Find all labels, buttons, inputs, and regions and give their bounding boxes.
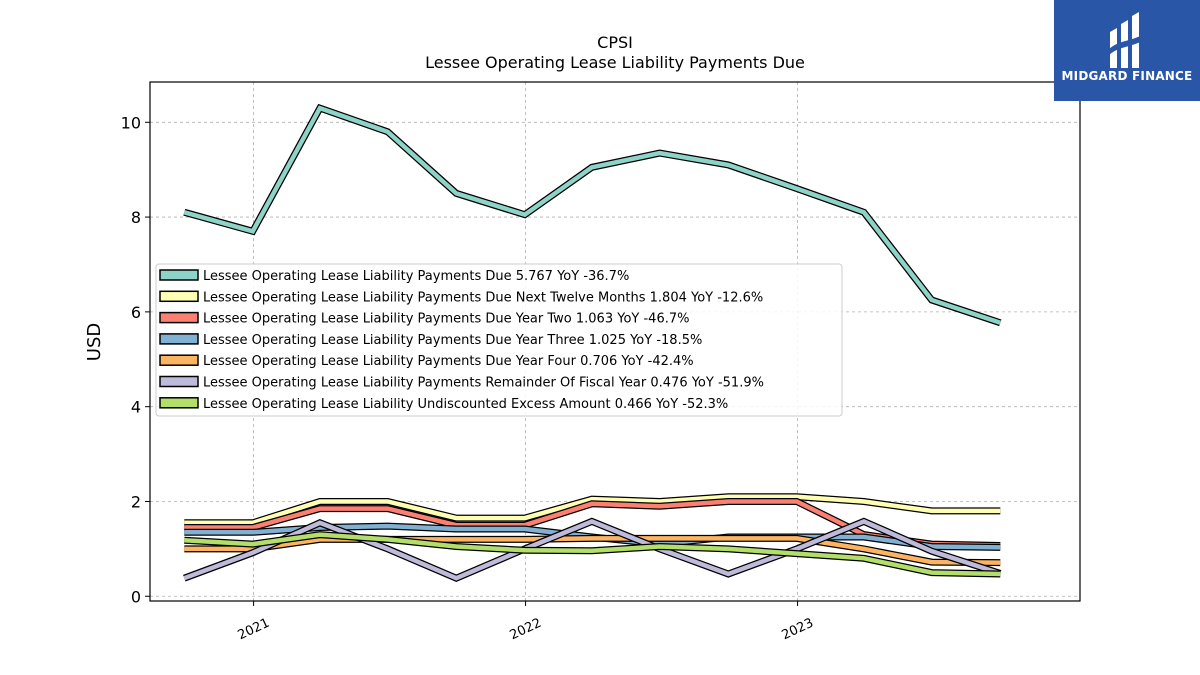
y-tick-label: 10 [121, 113, 141, 132]
legend-swatch [159, 311, 199, 324]
legend-box [155, 263, 843, 417]
company-logo: MIDGARD FINANCE [1054, 0, 1200, 101]
company-name: MIDGARD FINANCE [1061, 69, 1193, 83]
legend-entry: Lessee Operating Lease Liability Payment… [203, 269, 629, 284]
plot-frame [149, 81, 1081, 602]
y-tick-label: 4 [131, 398, 141, 417]
legend-swatch [159, 333, 199, 345]
midgard-finance-logo-icon [1108, 12, 1144, 68]
chart-title: CPSI [597, 33, 633, 52]
legend-entry: Lessee Operating Lease Liability Payment… [203, 376, 764, 391]
series-layer [183, 103, 1002, 583]
legend-swatch [159, 375, 199, 388]
series-line-1 [183, 105, 1002, 325]
legend-entry: Lessee Operating Lease Liability Payment… [203, 290, 763, 305]
x-tick-label: 2022 [508, 616, 544, 644]
legend-entry: Lessee Operating Lease Liability Undisco… [203, 397, 728, 412]
legend-entry: Lessee Operating Lease Liability Payment… [203, 354, 694, 369]
series-line-6 [183, 518, 1001, 581]
series-line-5 [184, 536, 1001, 565]
y-tick-label: 0 [131, 587, 141, 606]
series-line-7 [184, 532, 1001, 577]
series-line-2 [184, 494, 1001, 526]
legend-swatch [159, 290, 199, 303]
y-axis-label: USD [84, 323, 105, 361]
axes: 0 2 4 6 8 10 2021 2022 2023 [121, 81, 1081, 644]
x-tick-label: 2023 [780, 616, 816, 644]
y-tick-label: 2 [131, 492, 141, 511]
legend-swatch [159, 269, 199, 281]
legend-swatch [159, 397, 199, 409]
y-tick-label: 8 [131, 208, 141, 227]
chart-subtitle: Lessee Operating Lease Liability Payment… [425, 53, 805, 72]
legend: Lessee Operating Lease Liability Payment… [155, 263, 843, 417]
y-tick-label: 6 [131, 303, 141, 322]
x-tick-label: 2021 [236, 616, 272, 644]
legend-swatch [159, 354, 199, 366]
legend-entry: Lessee Operating Lease Liability Payment… [203, 312, 689, 327]
legend-entry: Lessee Operating Lease Liability Payment… [203, 333, 702, 348]
